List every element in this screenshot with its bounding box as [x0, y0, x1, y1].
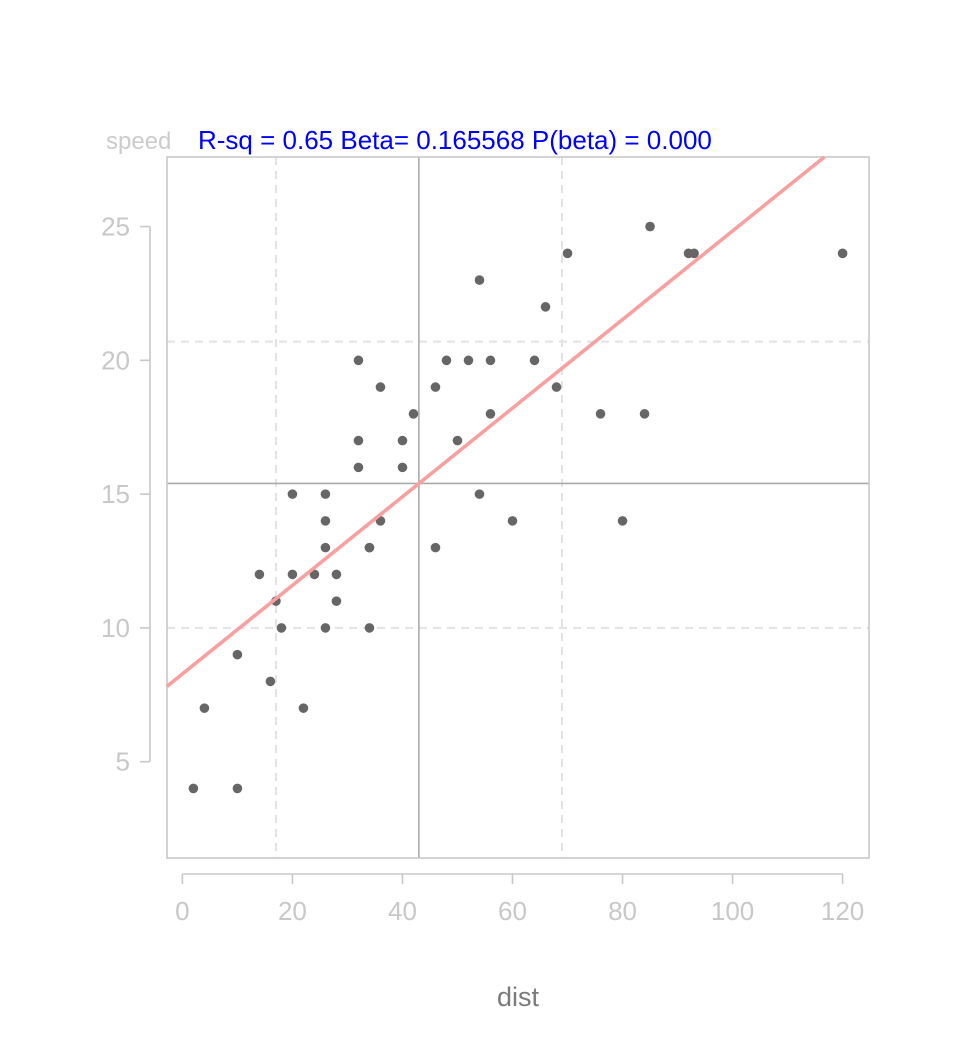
data-point [331, 569, 342, 580]
data-point [331, 596, 342, 606]
data-point [364, 623, 375, 633]
x-tick-label: 0 [175, 896, 189, 926]
data-point [474, 275, 485, 285]
x-tick-label: 100 [711, 896, 754, 926]
mean-lines [167, 157, 869, 858]
data-point [595, 409, 606, 419]
data-point [639, 409, 650, 419]
y-axis-label: speed [106, 128, 171, 155]
data-point [645, 221, 655, 232]
data-point [837, 248, 848, 259]
x-axis: 0 20 40 60 80 100 120 [175, 873, 864, 926]
data-point [254, 569, 265, 580]
data-point [397, 462, 408, 473]
data-point [287, 569, 298, 580]
data-point [320, 542, 331, 553]
data-point [353, 355, 364, 366]
data-point [474, 489, 485, 499]
data-point [320, 623, 331, 633]
y-axis: 5 10 15 20 25 [101, 212, 151, 777]
x-tick-label: 40 [388, 896, 417, 926]
data-points [188, 221, 848, 794]
x-tick-label: 120 [821, 896, 864, 926]
data-point [562, 248, 573, 259]
chart-title: R-sq = 0.65 Beta= 0.165568 P(beta) = 0.0… [198, 125, 712, 155]
data-point [309, 569, 320, 580]
y-tick-label: 15 [101, 479, 130, 509]
x-tick-label: 80 [608, 896, 637, 926]
data-point [232, 783, 243, 794]
data-point [430, 382, 441, 392]
x-tick-label: 20 [278, 896, 307, 926]
data-point [540, 302, 551, 312]
y-tick-label: 10 [101, 613, 130, 643]
data-point [441, 355, 452, 366]
y-tick-label: 20 [101, 345, 130, 375]
data-point [551, 382, 562, 392]
y-tick-label: 5 [116, 747, 130, 777]
x-axis-label: dist [497, 982, 540, 1012]
data-point [463, 355, 474, 366]
data-point [364, 542, 375, 553]
data-point [353, 462, 364, 473]
data-point [287, 489, 298, 499]
data-point [298, 703, 309, 713]
regression-line [165, 155, 826, 688]
data-point [529, 355, 540, 366]
data-point [265, 676, 276, 687]
quartile-lines [167, 157, 869, 858]
data-point [452, 435, 463, 446]
data-point [617, 516, 628, 526]
data-point [320, 489, 331, 499]
data-point [689, 248, 699, 259]
y-tick-label: 25 [101, 212, 130, 242]
data-point [320, 516, 331, 526]
data-point [199, 703, 210, 713]
data-point [188, 783, 199, 794]
data-point [430, 542, 441, 553]
data-point [276, 623, 287, 633]
x-tick-label: 60 [498, 896, 527, 926]
plot-frame [166, 156, 870, 859]
data-point [375, 382, 386, 392]
data-point [507, 516, 518, 526]
data-point [485, 355, 496, 366]
data-point [408, 409, 419, 419]
data-point [353, 435, 364, 446]
data-point [485, 409, 496, 419]
data-point [232, 649, 243, 660]
data-point [397, 435, 408, 446]
